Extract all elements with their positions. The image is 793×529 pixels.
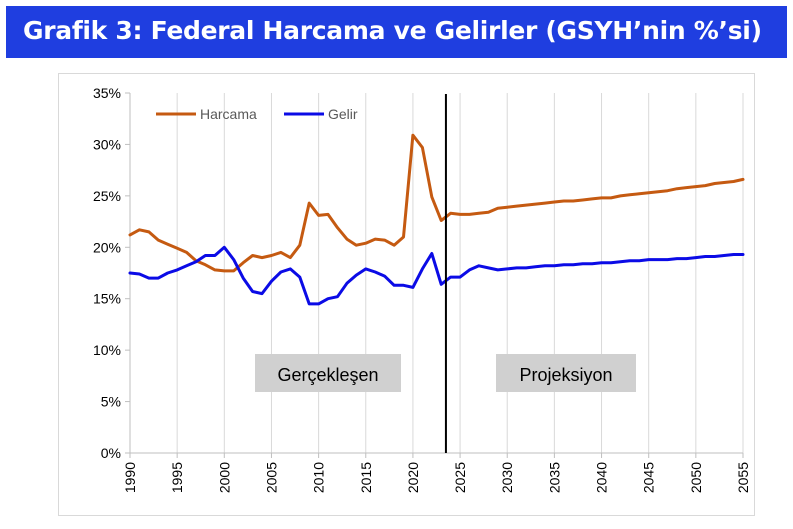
y-tick-label: 25%	[93, 188, 121, 204]
x-tick-label: 1995	[169, 462, 185, 493]
y-axis: 0% 5% 10% 15% 20% 25% 30% 35%	[93, 85, 130, 461]
annotations: Gerçekleşen Projeksiyon	[255, 354, 636, 392]
x-tick-label: 2035	[546, 462, 562, 493]
x-axis: 1990 1995 2000 2005 2010 2015 2020 2025 2030 2035…	[122, 453, 751, 493]
x-tick-label: 2040	[594, 462, 610, 493]
y-tick-label: 15%	[93, 291, 121, 307]
title-bar: Grafik 3: Federal Harcama ve Gelirler (G…	[6, 6, 787, 58]
series-line-harcama	[128, 133, 745, 273]
x-tick-label: 2000	[216, 462, 232, 493]
x-tick-label: 2050	[688, 462, 704, 493]
series-lines	[128, 94, 745, 453]
chart-frame	[58, 73, 755, 516]
x-tick-label: 2045	[641, 462, 657, 493]
y-tick-label: 10%	[93, 342, 121, 358]
y-tick-label: 20%	[93, 239, 121, 255]
series-line-gelir	[128, 245, 745, 306]
x-tick-label: 1990	[122, 462, 138, 493]
y-tick-label: 35%	[93, 85, 121, 101]
x-tick-label: 2030	[499, 462, 515, 493]
annotation-projection: Projeksiyon	[519, 365, 612, 385]
legend-label-gelir: Gelir	[328, 106, 358, 122]
x-tick-label: 2025	[452, 462, 468, 493]
x-tick-label: 2020	[405, 462, 421, 493]
annotation-box	[255, 354, 401, 392]
legend-label-harcama: Harcama	[200, 106, 257, 122]
legend: Harcama Gelir	[156, 106, 358, 122]
annotation-box	[496, 354, 636, 392]
y-tick-label: 5%	[101, 394, 121, 410]
y-tick-label: 30%	[93, 136, 121, 152]
y-tick-label: 0%	[101, 445, 121, 461]
x-tick-label: 2005	[263, 462, 279, 493]
page-title: Grafik 3: Federal Harcama ve Gelirler (G…	[23, 16, 762, 45]
chart-grid	[129, 93, 744, 454]
x-tick-label: 2010	[311, 462, 327, 493]
x-tick-label: 2015	[358, 462, 374, 493]
annotation-actual: Gerçekleşen	[277, 365, 378, 385]
x-tick-label: 2055	[735, 462, 751, 493]
